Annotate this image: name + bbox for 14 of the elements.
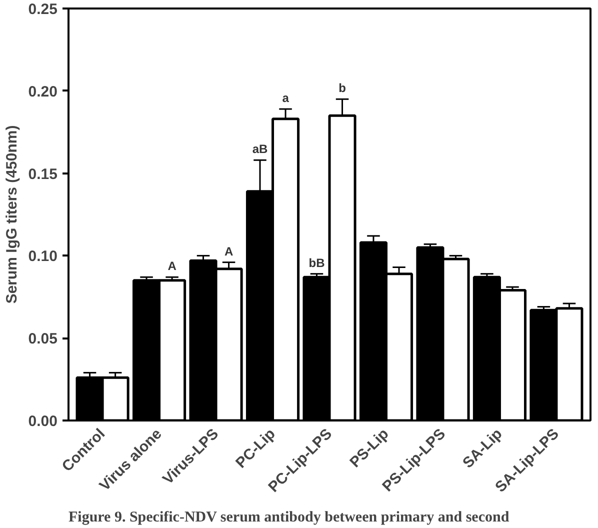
y-tick-label: 0.25 xyxy=(28,1,58,18)
caption: Figure 9. Specific-NDV serum antibody between primary and second xyxy=(68,510,510,526)
annotation: A xyxy=(168,259,177,274)
y-tick-label: 0.05 xyxy=(28,330,58,348)
annotation: aB xyxy=(252,142,268,156)
annotation: b xyxy=(338,81,346,96)
y-tick-label: 0.20 xyxy=(28,83,58,100)
annotation: a xyxy=(282,91,290,106)
y-axis-title: Serum IgG titers (450nm) xyxy=(3,125,20,304)
annotation: bB xyxy=(308,256,326,270)
y-tick-label: 0.10 xyxy=(28,248,58,266)
y-tick-label: 0.15 xyxy=(28,166,58,183)
annotation: A xyxy=(224,244,234,258)
y-tick-label: 0.00 xyxy=(28,413,58,430)
